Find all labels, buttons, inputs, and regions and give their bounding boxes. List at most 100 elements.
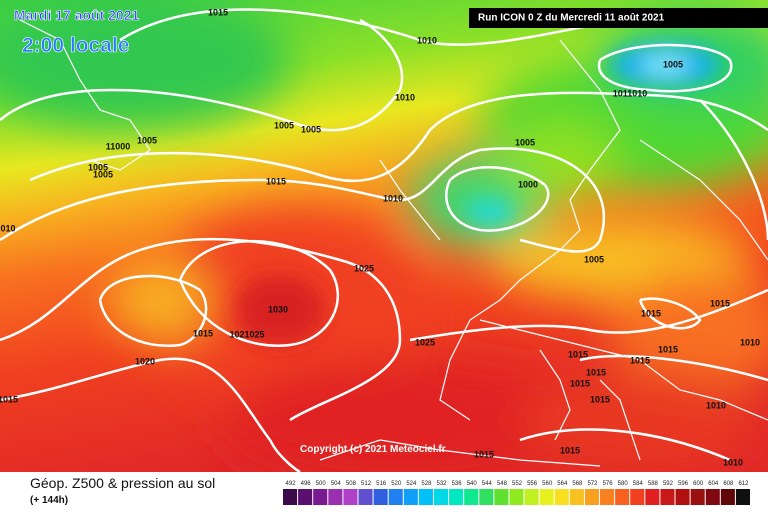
scale-label: 548 [497, 481, 508, 487]
isobar-label: 1015 [641, 308, 661, 318]
scale-swatch [433, 489, 449, 505]
scale-swatch [690, 489, 705, 505]
scale-label: 556 [527, 481, 538, 487]
scale-label: 504 [331, 481, 342, 487]
scale-swatch [524, 489, 539, 505]
scale-swatch [539, 489, 554, 505]
scale-swatch [600, 489, 615, 505]
scale-swatch [630, 489, 645, 505]
isobar-label: 1000 [518, 179, 538, 189]
scale-label: 568 [572, 481, 583, 487]
legend-title: Géop. Z500 & pression au sol [30, 475, 215, 491]
field [0, 0, 768, 480]
isobar-label: 1005 [663, 59, 683, 69]
scale-label: 528 [421, 481, 432, 487]
scale-swatch [479, 489, 494, 505]
scale-label: 592 [663, 481, 674, 487]
isobar-label: 1015 [658, 344, 678, 354]
isobar-label: 1015 [266, 176, 286, 186]
isobar-label: 1015 [568, 349, 588, 359]
scale-swatch [328, 489, 343, 505]
scale-label: 500 [316, 481, 327, 487]
scale-swatch [403, 489, 418, 505]
scale-label: 604 [708, 481, 719, 487]
scale-label: 512 [361, 481, 372, 487]
run-label: Run ICON 0 Z du Mercredi 11 août 2021 [478, 13, 665, 24]
scale-label: 544 [482, 481, 493, 487]
scale-label: 540 [467, 481, 478, 487]
isobar-label: 1005 [137, 135, 157, 145]
scale-swatch [735, 489, 750, 505]
time-label: 2:00 locale [22, 34, 129, 57]
isobar-label: 1005 [93, 169, 113, 179]
scale-label: 608 [723, 481, 734, 487]
scale-label: 600 [693, 481, 704, 487]
scale-label: 584 [633, 481, 644, 487]
isobar-label: 1010 [740, 337, 760, 347]
scale-label: 576 [603, 481, 614, 487]
isobar-label: 1010 [383, 193, 403, 203]
isobar-label: 1015 [193, 328, 213, 338]
isobar-label: 1015 [590, 394, 610, 404]
isobar-label: 1025 [354, 263, 374, 273]
scale-label: 564 [557, 481, 568, 487]
scale-label: 596 [678, 481, 689, 487]
run-banner [469, 8, 768, 28]
isobar-label: 1005 [274, 120, 294, 130]
scale-swatch [358, 489, 373, 505]
isobar-label: 1015 [560, 445, 580, 455]
scale-swatch [615, 489, 630, 505]
isobar-label: 11000 [106, 141, 131, 151]
scale-swatch [569, 489, 584, 505]
scale-swatch [283, 489, 298, 505]
scale-swatch [313, 489, 328, 505]
scale-swatch [494, 489, 509, 505]
scale-label: 516 [376, 481, 387, 487]
coastlines [19, 19, 768, 467]
scale-swatch [675, 489, 690, 505]
isobar-label: 1015 [0, 394, 18, 404]
isobar-label: 1010 [417, 35, 437, 45]
scale-label: 612 [738, 481, 749, 487]
scale-label: 524 [406, 481, 417, 487]
isobars [0, 8, 768, 474]
isobar-label: 1015 [208, 7, 228, 17]
scale-label: 552 [512, 481, 523, 487]
isobar-label: 1020 [135, 356, 155, 366]
scale-swatch [720, 489, 735, 505]
scale-label: 496 [301, 481, 312, 487]
scale-label: 532 [437, 481, 448, 487]
scale-swatch [418, 489, 433, 505]
scale-label: 560 [542, 481, 553, 487]
isobar-label: 1015 [474, 449, 494, 459]
isobar-label: 1010 [723, 457, 743, 467]
date-label: Mardi 17 août 2021 [14, 7, 139, 23]
isobar-label: 1015 [630, 355, 650, 365]
isobar-label: 1025 [415, 337, 435, 347]
scale-label: 580 [618, 481, 629, 487]
scale-label: 572 [587, 481, 598, 487]
lead-time: (+ 144h) [30, 495, 68, 506]
scale-swatch [705, 489, 720, 505]
scale-swatch [645, 489, 660, 505]
isobar-label: 1005 [88, 162, 108, 172]
scale-swatch [554, 489, 569, 505]
isobar-label: 1011010 [613, 88, 648, 98]
scale-swatch [509, 489, 524, 505]
scale-swatch [660, 489, 675, 505]
isobar-label: 1010 [395, 92, 415, 102]
scale-swatch [343, 489, 358, 505]
isobar-label: 1021025 [229, 329, 264, 339]
isobar-label: 1005 [515, 137, 535, 147]
isobar-label: 1010 [706, 400, 726, 410]
scale-swatch [584, 489, 600, 505]
isobar-label: 1015 [570, 378, 590, 388]
scale-label: 588 [648, 481, 659, 487]
scale-label: 520 [391, 481, 402, 487]
isobar-label: 1005 [301, 124, 321, 134]
color-scale: 492 496 500 504 508 512 516 520 524 528 532 536 540 5… [283, 481, 750, 505]
scale-swatch [464, 489, 479, 505]
isobar-label: 010 [0, 223, 15, 233]
